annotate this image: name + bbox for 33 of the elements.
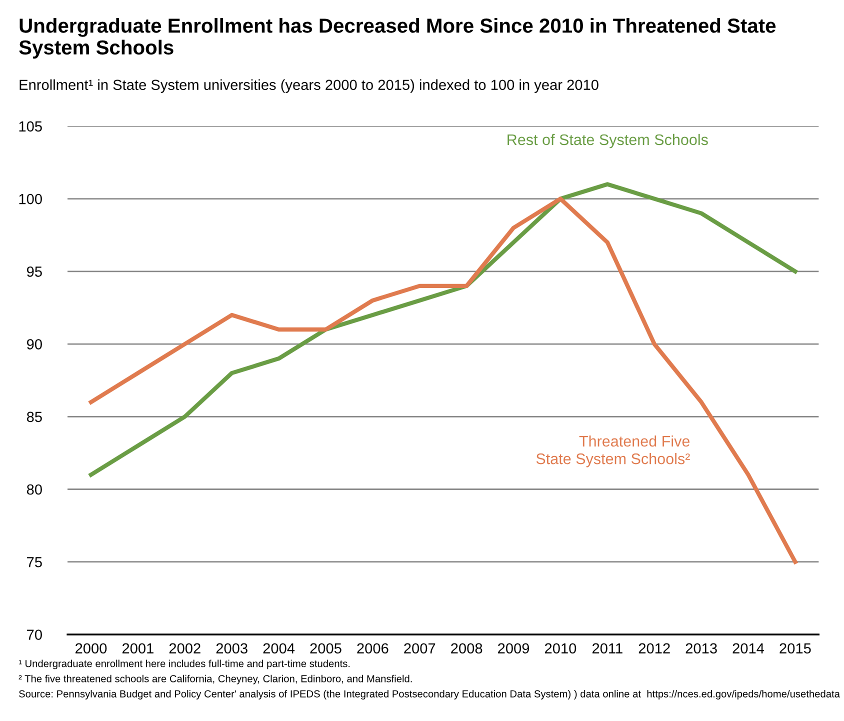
y-tick-label: 75: [27, 557, 42, 568]
text: Rest of State System Schools: [508, 134, 708, 148]
x-tick-label: 2010: [544, 643, 576, 654]
text: ² The five threatened schools are California, Cheyney, Clarion, Edinboro, and Mansfield.: [18, 674, 412, 684]
line-series: [88, 182, 798, 477]
y-tick-label: 105: [19, 121, 42, 132]
x-tick-label: 2013: [686, 643, 717, 654]
x-tick-label: 2003: [216, 643, 248, 654]
source-note: Source: Pennsylvania Budget and Policy Center' analysis of IPEDS (the Integrated Postsecondary Education Data System) ) data online at https://nces.ed.gov/ipeds/home/usethedata: [19, 690, 840, 700]
x-tick-label: 2008: [451, 643, 482, 654]
x-tick-label: 2006: [357, 643, 388, 654]
series-label: Threatened Five State System Schools²: [536, 435, 690, 468]
x-tick-label: 2011: [592, 643, 622, 654]
y-tick-label: 90: [26, 339, 42, 350]
y-tick-label: 100: [19, 194, 42, 204]
x-tick-label: 2009: [498, 643, 530, 654]
chart-subtitle: Enrollment¹ in State System universities (years 2000 to 2015) indexed to 100 in year 2010: [20, 79, 598, 93]
y-tick-label: 70: [27, 630, 42, 640]
text: ¹ Undergraduate enrollment here includes full-time and part-time students.: [18, 660, 350, 670]
x-tick-label: 2000: [76, 643, 107, 654]
y-tick-label: 80: [26, 484, 42, 495]
chart-title: Undergraduate Enrollment has Decreased More Since 2010 in Threatened State System Schools: [19, 18, 776, 59]
y-tick-label: 95: [26, 266, 42, 277]
x-tick-label: 2012: [638, 643, 670, 654]
x-tick-label: 2001: [122, 643, 154, 654]
x-tick-label: 2005: [310, 643, 342, 654]
y-tick-label: 85: [26, 412, 42, 422]
x-tick-label: 2002: [169, 643, 200, 654]
x-tick-label: 2007: [404, 643, 436, 654]
x-tick-label: 2015: [780, 643, 811, 654]
x-tick-label: 2004: [263, 643, 295, 654]
x-tick-label: 2014: [732, 643, 764, 654]
line-series: [88, 196, 798, 564]
